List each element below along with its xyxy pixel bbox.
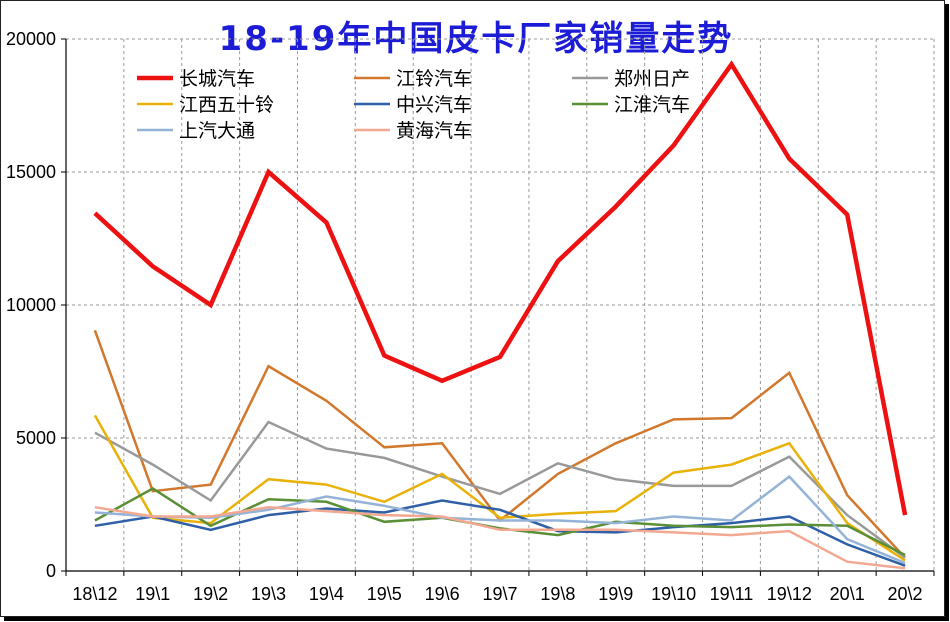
x-tick-label: 19\6 bbox=[425, 584, 460, 604]
y-tick-label: 10000 bbox=[6, 295, 56, 315]
legend-item: 中兴汽车 bbox=[354, 94, 472, 116]
legend-label: 上汽大通 bbox=[179, 120, 255, 142]
y-tick-label: 20000 bbox=[6, 29, 56, 49]
x-tick-label: 19\8 bbox=[540, 584, 575, 604]
legend-label: 江淮汽车 bbox=[614, 94, 690, 116]
legend-item: 黄海汽车 bbox=[354, 120, 472, 142]
y-tick-label: 5000 bbox=[16, 428, 56, 448]
x-tick-label: 19\1 bbox=[135, 584, 170, 604]
series-line-7 bbox=[94, 505, 906, 570]
series-line-6 bbox=[94, 474, 906, 565]
legend-label: 中兴汽车 bbox=[396, 94, 472, 116]
legend-item: 江铃汽车 bbox=[354, 68, 472, 90]
y-tick-label: 15000 bbox=[6, 162, 56, 182]
legend-label: 郑州日产 bbox=[614, 68, 690, 90]
x-tick-label: 19\11 bbox=[710, 584, 754, 604]
series-line-5 bbox=[94, 487, 906, 557]
x-tick-label: 19\5 bbox=[367, 584, 402, 604]
x-tick-label: 19\9 bbox=[598, 584, 633, 604]
x-tick-label: 19\4 bbox=[309, 584, 344, 604]
x-tick-label: 19\2 bbox=[193, 584, 228, 604]
x-tick-label: 19\3 bbox=[251, 584, 286, 604]
legend-label: 长城汽车 bbox=[179, 68, 255, 90]
legend-label: 黄海汽车 bbox=[396, 120, 472, 142]
x-tick-label: 18\12 bbox=[72, 584, 117, 604]
series-line-4 bbox=[94, 499, 906, 567]
x-tick-label: 19\7 bbox=[482, 584, 517, 604]
legend-item: 江西五十铃 bbox=[137, 94, 274, 116]
axes: 0 5000 10000 15000 20000 18\12 19\1 19\2 19\3 19\… bbox=[6, 29, 935, 604]
legend-item: 上汽大通 bbox=[137, 120, 255, 142]
series-lines bbox=[93, 60, 908, 570]
legend-item: 江淮汽车 bbox=[572, 94, 690, 116]
y-tick-label: 0 bbox=[46, 561, 56, 581]
series-line-0 bbox=[93, 60, 908, 516]
x-tick-label: 19\12 bbox=[767, 584, 812, 604]
series-line-2 bbox=[94, 420, 906, 559]
x-tick-label: 20\2 bbox=[888, 584, 923, 604]
legend-item: 长城汽车 bbox=[137, 68, 255, 90]
legend-label: 江西五十铃 bbox=[179, 94, 274, 116]
x-tick-label: 19\10 bbox=[651, 584, 696, 604]
legend-label: 江铃汽车 bbox=[396, 68, 472, 90]
legend-item: 郑州日产 bbox=[572, 68, 690, 90]
series-line-3 bbox=[93, 414, 906, 562]
x-tick-label: 20\1 bbox=[830, 584, 865, 604]
